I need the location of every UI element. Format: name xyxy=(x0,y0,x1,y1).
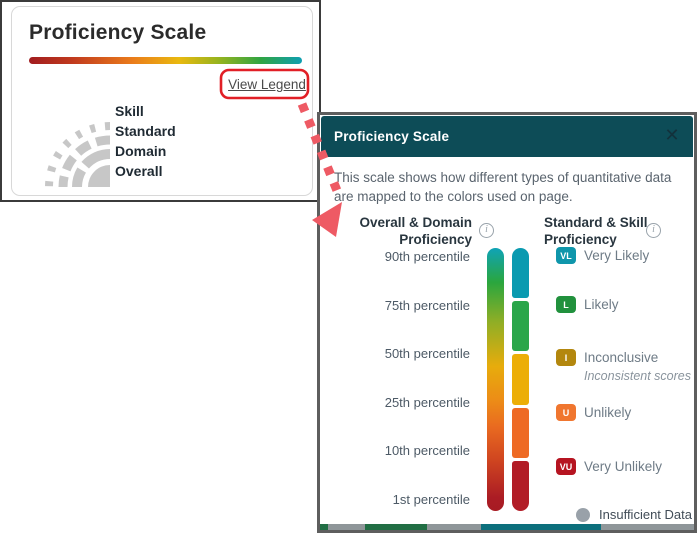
legend-item-very-likely: VL Very Likely xyxy=(556,247,649,264)
overall-domain-header: Overall & Domain Proficiency xyxy=(359,215,472,247)
percentile-labels: 90th percentile 75th percentile 50th per… xyxy=(350,249,470,508)
proficiency-legend-modal: Proficiency Scale ✕ This scale shows how… xyxy=(317,112,697,533)
gauge-label-domain: Domain xyxy=(115,143,167,159)
gauge-label-overall: Overall xyxy=(115,163,163,179)
percentile-75: 75th percentile xyxy=(384,297,470,313)
legend-label: Unlikely xyxy=(584,405,632,420)
percentile-50: 50th percentile xyxy=(384,346,470,362)
legend-label: Very Likely xyxy=(584,248,650,263)
legend-item-likely: L Likely xyxy=(556,296,619,313)
legend-sublabel: Inconsistent scores xyxy=(584,369,691,383)
badge-vl: VL xyxy=(556,247,576,264)
gauge-label-skill: Skill xyxy=(115,103,144,119)
modal-description: This scale shows how different types of … xyxy=(334,170,672,204)
gradient-scale-bar xyxy=(487,248,504,511)
legend-item-very-unlikely: VU Very Unlikely xyxy=(556,458,662,475)
legend-label: Likely xyxy=(584,297,619,312)
close-icon[interactable]: ✕ xyxy=(664,125,680,145)
segment-very-unlikely xyxy=(512,460,529,512)
segment-very-likely xyxy=(512,248,529,299)
proficiency-gradient-bar xyxy=(29,57,302,64)
badge-vu: VU xyxy=(556,458,576,475)
badge-l: L xyxy=(556,296,576,313)
badge-u: U xyxy=(556,404,576,421)
badge-i: I xyxy=(556,349,576,366)
legend-label: Inconclusive xyxy=(584,350,659,365)
legend-label: Very Unlikely xyxy=(584,459,663,474)
radial-gauge-icon xyxy=(45,122,111,188)
view-legend-wrap: View Legend xyxy=(224,71,310,98)
segment-unlikely xyxy=(512,407,529,458)
info-icon[interactable]: i xyxy=(479,223,494,238)
proficiency-scale-card: Proficiency Scale View Legend Skill Stan… xyxy=(11,6,313,196)
percentile-90: 90th percentile xyxy=(384,249,470,264)
percentile-1: 1st percentile xyxy=(392,491,470,507)
view-legend-link[interactable]: View Legend xyxy=(228,77,306,92)
percentile-25: 25th percentile xyxy=(384,394,470,410)
segmented-scale-bar xyxy=(512,248,529,512)
modal-title: Proficiency Scale xyxy=(334,129,450,144)
segment-likely xyxy=(512,301,529,352)
legend-item-unlikely: U Unlikely xyxy=(556,404,631,421)
percentile-10: 10th percentile xyxy=(384,443,470,459)
insufficient-data-label: Insufficient Data xyxy=(599,507,692,522)
background-page-sliver xyxy=(320,524,694,530)
insufficient-data-row: Insufficient Data xyxy=(576,507,692,522)
gauge-labels: Skill Standard Domain Overall xyxy=(115,101,176,181)
modal-header: Proficiency Scale xyxy=(321,116,693,157)
proficiency-card-screenshot: Proficiency Scale View Legend Skill Stan… xyxy=(0,0,321,202)
legend-item-inconclusive: I Inconclusive Inconsistent scores xyxy=(556,349,691,385)
segment-inconclusive xyxy=(512,354,529,405)
card-title: Proficiency Scale xyxy=(29,21,207,44)
insufficient-data-dot-icon xyxy=(576,507,590,522)
standard-skill-header: Standard & Skill Proficiency xyxy=(544,215,648,247)
gauge-label-standard: Standard xyxy=(115,123,176,139)
info-icon[interactable]: i xyxy=(646,223,661,238)
